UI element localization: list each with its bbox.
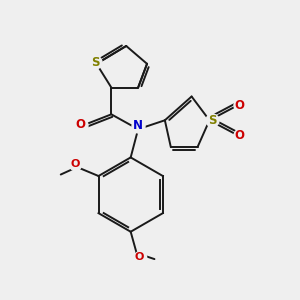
Text: S: S — [208, 114, 217, 127]
Text: O: O — [76, 118, 86, 131]
Text: S: S — [91, 56, 99, 69]
Text: N: N — [133, 119, 143, 132]
Text: O: O — [70, 159, 80, 169]
Text: O: O — [235, 129, 245, 142]
Text: O: O — [235, 99, 245, 112]
Text: O: O — [135, 252, 144, 262]
